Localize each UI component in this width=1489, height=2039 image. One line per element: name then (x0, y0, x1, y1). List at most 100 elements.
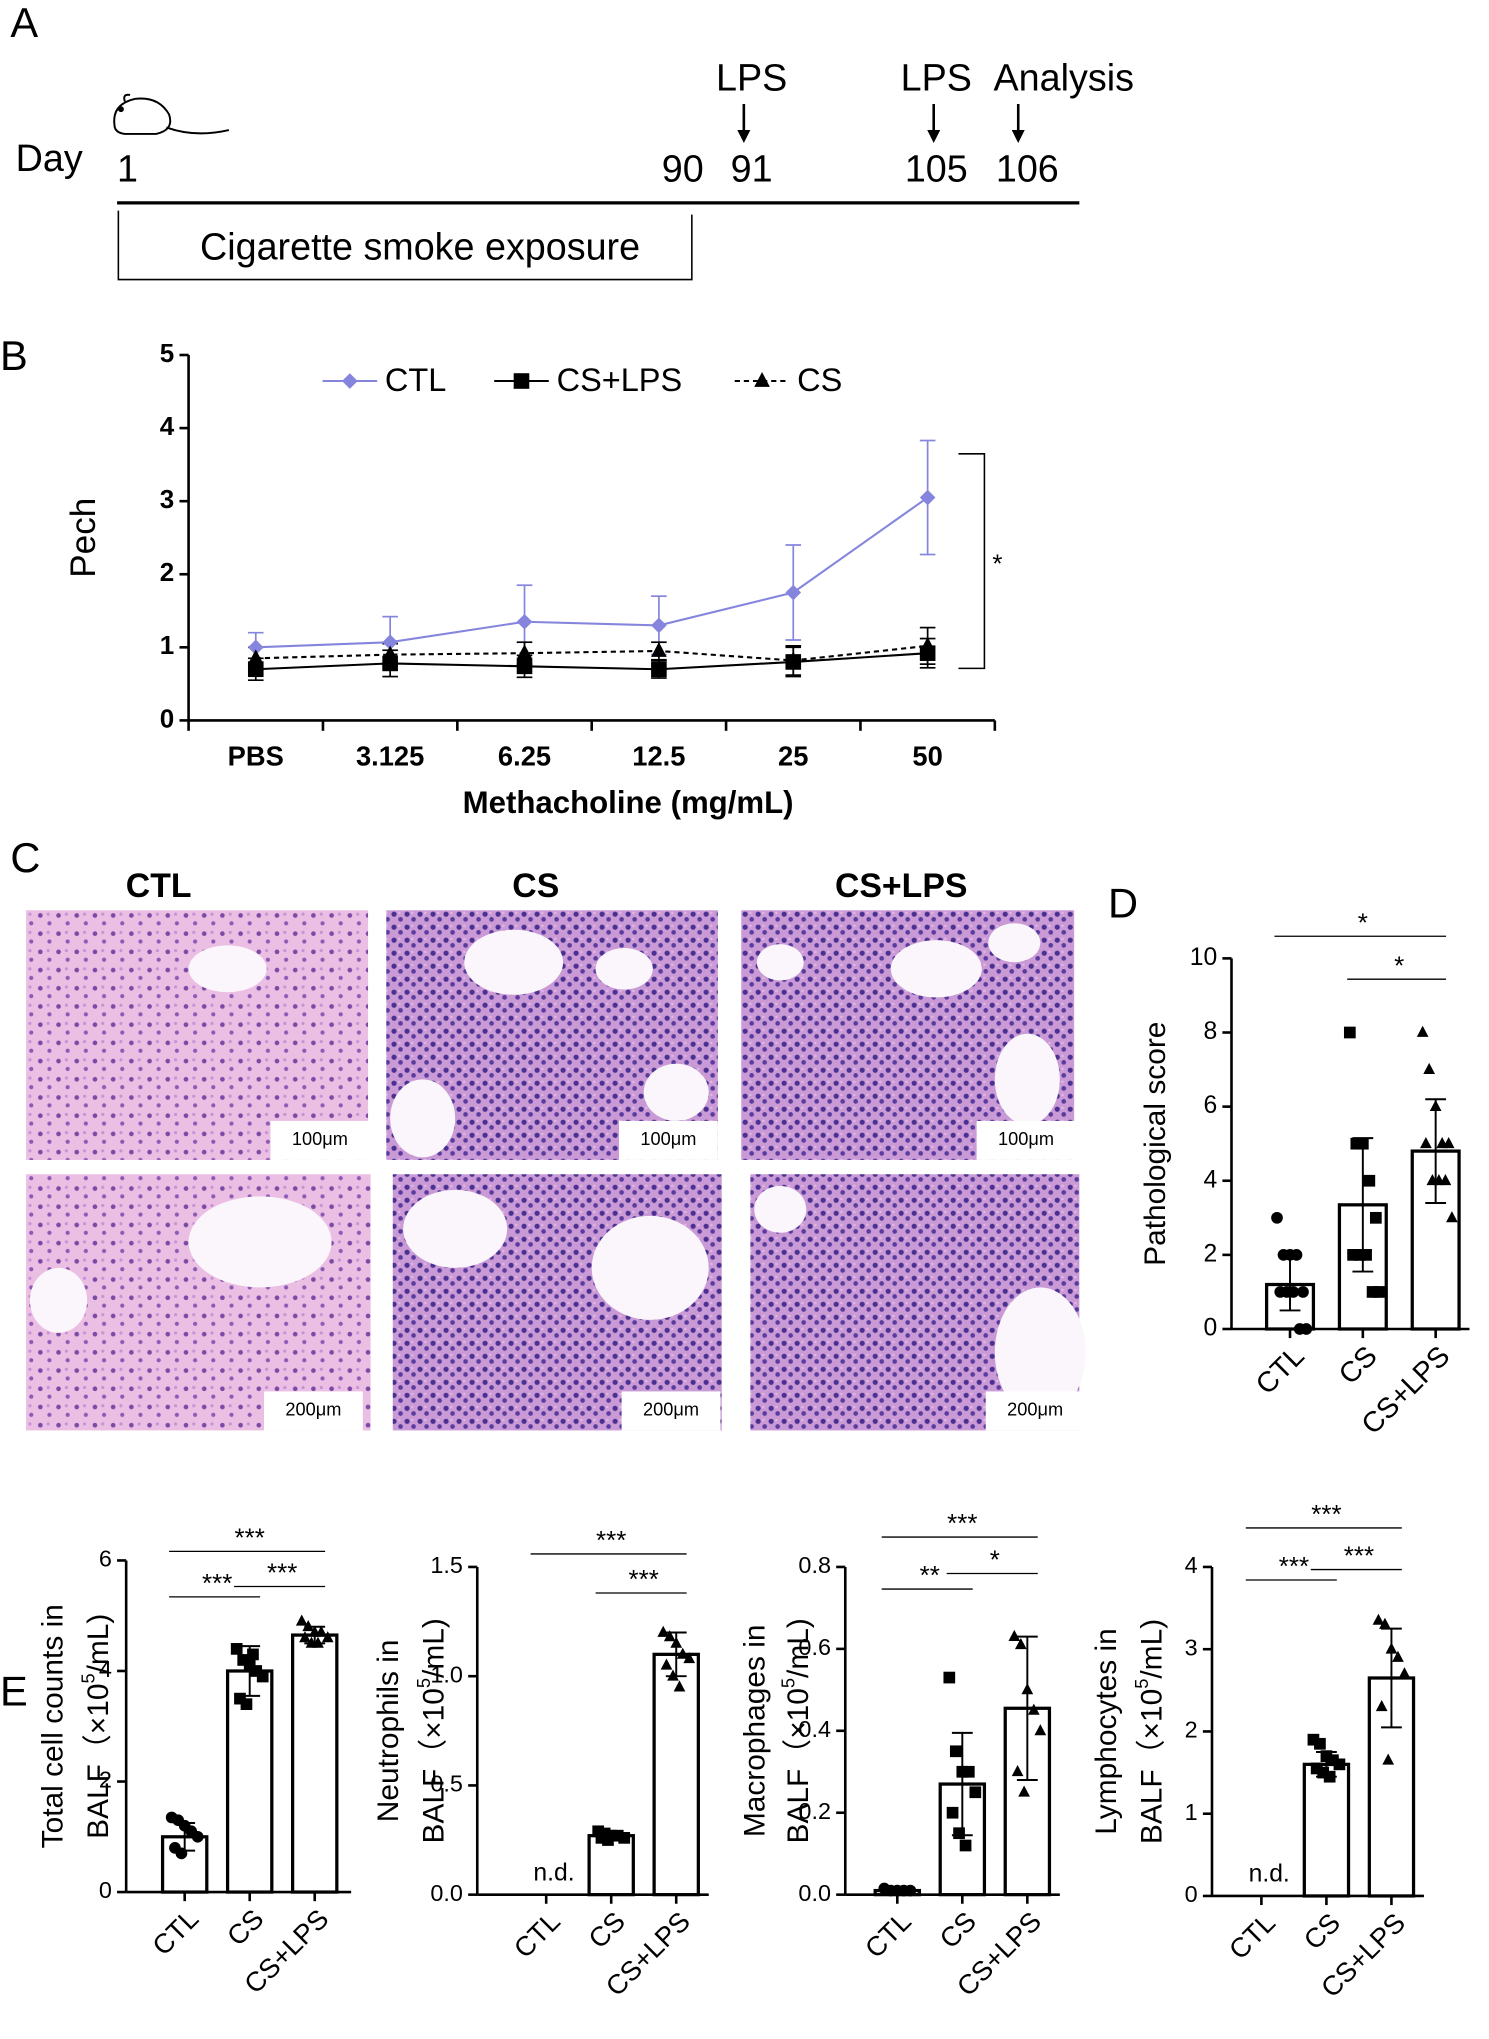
event-arrowhead (737, 130, 751, 144)
x-tick-label: 12.5 (632, 740, 685, 771)
annotation: *** (202, 1568, 232, 1598)
data-point (295, 1614, 308, 1626)
x-tick-label: CS (1297, 1907, 1346, 1956)
data-point (1353, 1249, 1366, 1261)
bar (290, 1633, 339, 1894)
data-point (1372, 1613, 1385, 1625)
y-axis-label-part: 5 (79, 1673, 99, 1683)
bar (652, 1652, 700, 1897)
day-label: 91 (731, 148, 773, 190)
y-axis-label: BALF（×105/mL) (414, 1618, 450, 1843)
y-axis-label-part: /mL) (782, 1618, 815, 1678)
y-axis-label: Neutrophils in (372, 1639, 405, 1822)
legend-marker (342, 373, 358, 389)
data-point (321, 1631, 334, 1643)
y-axis-label: Pathological score (1139, 1022, 1172, 1266)
annotation: * (1358, 907, 1368, 937)
marker (247, 639, 264, 656)
series-line (255, 652, 928, 671)
marker (651, 642, 667, 657)
y-tick-label: 4 (1203, 1166, 1217, 1193)
y-tick-label: 3 (1185, 1634, 1198, 1660)
y-tick-label: 1 (1185, 1799, 1198, 1825)
y-tick-label: 6 (1203, 1092, 1217, 1119)
legend-label: CS+LPS (557, 362, 683, 398)
y-tick-label: 0.8 (798, 1552, 831, 1578)
panel-label: B (0, 332, 28, 379)
data-point (595, 1832, 608, 1844)
data-point (1373, 1286, 1385, 1298)
data-point (657, 1625, 670, 1637)
annotation: *** (267, 1558, 297, 1588)
scale-bar-box (976, 1120, 1076, 1160)
y-axis-label: BALF（×105/mL) (1132, 1619, 1168, 1844)
panel-label: D (1108, 879, 1138, 926)
data-point (660, 1658, 673, 1670)
data-point (673, 1680, 686, 1692)
y-tick-label: 8 (1203, 1018, 1217, 1045)
panel-label: E (0, 1667, 28, 1714)
x-tick-label: CTL (859, 1905, 917, 1963)
data-point (247, 1648, 259, 1661)
data-point (1398, 1667, 1411, 1679)
annotation: *** (947, 1508, 977, 1538)
histology-image (26, 910, 369, 1160)
series-line (255, 644, 928, 662)
data-point (1366, 1286, 1379, 1298)
data-point (302, 1620, 315, 1632)
data-point (1300, 1323, 1313, 1335)
airspaces (29, 923, 1086, 1418)
day-label: 90 (662, 148, 704, 190)
scale-bar-box (619, 1120, 718, 1160)
value-label: n.d. (533, 1859, 574, 1886)
data-point (969, 1786, 982, 1799)
data-point (959, 1839, 972, 1852)
data-point (1379, 1617, 1391, 1629)
data-point (1333, 1758, 1346, 1771)
y-tick-label: 2 (160, 557, 174, 587)
y-tick-label: 1 (160, 630, 174, 660)
data-point (962, 1765, 975, 1778)
marker (247, 649, 264, 665)
data-point (234, 1692, 246, 1705)
data-point (1420, 1136, 1432, 1149)
x-tick-label: PBS (228, 740, 284, 771)
data-point (1416, 1025, 1429, 1037)
y-tick-label: 5 (160, 338, 174, 368)
x-tick-label: 3.125 (356, 740, 424, 771)
x-tick-label: CTL (1223, 1907, 1281, 1965)
y-axis-label: Pech (64, 498, 103, 578)
data-point (1310, 1762, 1323, 1775)
annotation: *** (235, 1523, 265, 1553)
data-point (1442, 1136, 1455, 1149)
event-arrowhead (927, 130, 941, 144)
marker (516, 613, 533, 630)
data-point (667, 1669, 679, 1681)
data-point (1439, 1174, 1452, 1186)
scale-bar-label: 200μm (1007, 1400, 1063, 1420)
data-point (1034, 1724, 1047, 1736)
series-line (255, 496, 929, 649)
marker (651, 661, 667, 678)
x-tick-label: CS (933, 1905, 982, 1954)
y-tick-label: 0 (99, 1877, 112, 1903)
data-point (949, 1745, 962, 1758)
y-tick-label: 2 (1185, 1717, 1198, 1743)
scale-bar-box (264, 1391, 363, 1431)
data-point (230, 1643, 243, 1655)
data-point (618, 1832, 631, 1844)
y-axis-label-part: BALF（×10 (1135, 1689, 1168, 1844)
data-point (1314, 1737, 1326, 1750)
annotation: *** (629, 1564, 659, 1594)
y-axis-label-part: BALF（×10 (418, 1688, 451, 1843)
legend-marker (513, 373, 530, 389)
y-tick-label: 3 (160, 484, 174, 514)
x-tick-label: CTL (508, 1905, 566, 1963)
y-axis-label: Macrophages in (739, 1624, 772, 1837)
y-tick-label: 0.0 (430, 1880, 463, 1906)
data-point (1008, 1629, 1021, 1641)
y-tick-label: 4 (160, 411, 175, 441)
scale-bar-label: 200μm (285, 1400, 341, 1420)
data-point (1360, 1249, 1372, 1261)
data-point (1347, 1249, 1359, 1261)
